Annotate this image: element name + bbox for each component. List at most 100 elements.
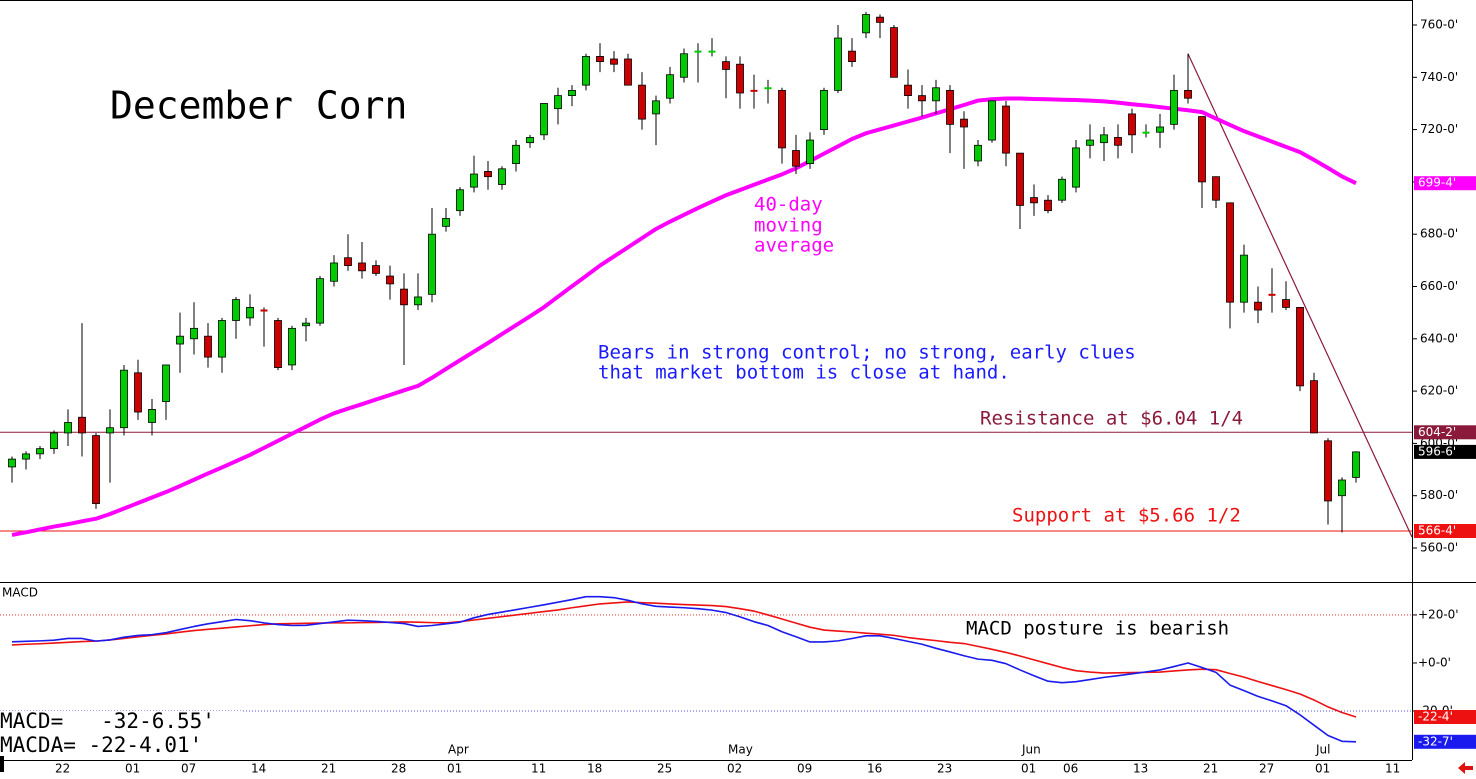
x-tick-label: 09	[797, 762, 812, 776]
y-tick-label: 680-0'	[1420, 227, 1458, 241]
x-tick-label: 11	[1385, 762, 1400, 776]
trend-line	[1187, 53, 1413, 538]
candle-body	[806, 139, 814, 164]
candle-body	[1086, 139, 1094, 146]
macd-line	[11, 601, 1357, 718]
candle-body	[946, 89, 954, 125]
scroll-arrow[interactable]	[1458, 762, 1473, 774]
candle-body	[540, 103, 548, 136]
candle-body	[358, 262, 366, 272]
candle-body	[260, 309, 268, 312]
candle-body	[1100, 134, 1108, 144]
x-tick-label: 18	[587, 762, 602, 776]
ma-note: average	[754, 235, 834, 257]
candle-body	[652, 100, 660, 115]
candle-body	[1352, 451, 1360, 478]
candle-body	[596, 55, 604, 63]
candle-body	[50, 432, 58, 450]
panel-title: MACD	[2, 586, 38, 600]
candle-body	[708, 50, 716, 53]
candle-body	[764, 87, 772, 90]
candle-body	[120, 369, 128, 429]
candle-body	[1282, 299, 1290, 308]
x-tick-label: 11	[531, 762, 546, 776]
candle-body	[1296, 307, 1304, 387]
candle-body	[624, 58, 632, 86]
chart-title: December Corn	[110, 84, 407, 128]
y-tick-label: 640-0'	[1420, 331, 1458, 345]
y-tick-label: 580-0'	[1420, 488, 1458, 502]
month-label: Jun	[1021, 743, 1041, 757]
x-tick-label: 21	[1203, 762, 1218, 776]
value-box-label: 596-6'	[1418, 444, 1456, 458]
readout-bg	[0, 711, 242, 759]
y-tick-label: 660-0'	[1420, 279, 1458, 293]
note: that market bottom is close at hand.	[598, 362, 1010, 384]
candle-body	[1016, 152, 1024, 206]
candle-body	[1198, 116, 1206, 183]
candle-body	[1212, 176, 1220, 201]
candle-body	[526, 137, 534, 144]
candle-body	[778, 89, 786, 149]
macd-note: MACD posture is bearish	[966, 618, 1229, 640]
value-box	[1414, 176, 1476, 191]
candle-body	[1058, 178, 1066, 201]
value-box	[1414, 444, 1476, 459]
month-label: May	[728, 743, 753, 757]
candle-body	[792, 150, 800, 167]
candle-body	[1072, 147, 1080, 188]
x-tick-label: 21	[321, 762, 336, 776]
candle-body	[1030, 197, 1038, 204]
candle-body	[106, 427, 114, 434]
candle-body	[386, 275, 394, 285]
candle-body	[1142, 131, 1150, 134]
value-box-label: 566-4'	[1418, 524, 1456, 538]
candle-body	[428, 233, 436, 295]
candle-body	[638, 84, 646, 120]
candle-body	[610, 58, 618, 65]
x-tick-label: 22	[55, 762, 70, 776]
value-box-label: -32-7'	[1418, 734, 1453, 748]
candle-body	[134, 372, 142, 413]
candle-body	[456, 189, 464, 212]
x-tick-label: 28	[391, 762, 406, 776]
month-label: Jul	[1315, 743, 1330, 757]
x-tick-label: 27	[1259, 762, 1274, 776]
candle-body	[1002, 105, 1010, 154]
candle-body	[974, 144, 982, 162]
resistance-label: Resistance at $6.04 1/4	[980, 408, 1243, 430]
x-tick-label: 14	[251, 762, 266, 776]
candle-body	[1240, 254, 1248, 303]
candle-body	[22, 453, 30, 460]
candle-body	[36, 448, 44, 455]
value-box	[1414, 734, 1476, 749]
candle-body	[442, 218, 450, 227]
candle-body	[1268, 293, 1276, 296]
x-tick-label: 01	[1315, 762, 1330, 776]
candle-body	[736, 63, 744, 94]
overlay: 699-4' 604-2' 596-6' 566-4' -32-7' -22-4' MACD…	[0, 176, 1476, 759]
candle-body	[232, 299, 240, 321]
candle-body	[1310, 380, 1318, 434]
candle-body	[316, 278, 324, 324]
value-box-label: 604-2'	[1418, 425, 1456, 439]
candle-body	[400, 288, 408, 306]
note: Bears in strong control; no strong, earl…	[598, 342, 1136, 364]
candle-body	[1044, 199, 1052, 212]
candle-body	[92, 435, 100, 504]
candle-body	[960, 118, 968, 128]
readout: MACDA= -22-4.01'	[0, 733, 202, 757]
macd-line	[11, 595, 1357, 743]
candle-body	[414, 296, 422, 306]
x-tick-label: 06	[1063, 762, 1078, 776]
y-tick-label: 720-0'	[1420, 122, 1458, 136]
moving-average	[11, 96, 1357, 537]
y-tick-label: 760-0'	[1420, 17, 1458, 31]
candle-body	[190, 327, 198, 340]
candle-body	[694, 50, 702, 53]
value-box	[1414, 710, 1476, 725]
candle-body	[330, 262, 338, 282]
readout: MACD= -32-6.55'	[0, 709, 215, 733]
x-tick-label: 07	[181, 762, 196, 776]
